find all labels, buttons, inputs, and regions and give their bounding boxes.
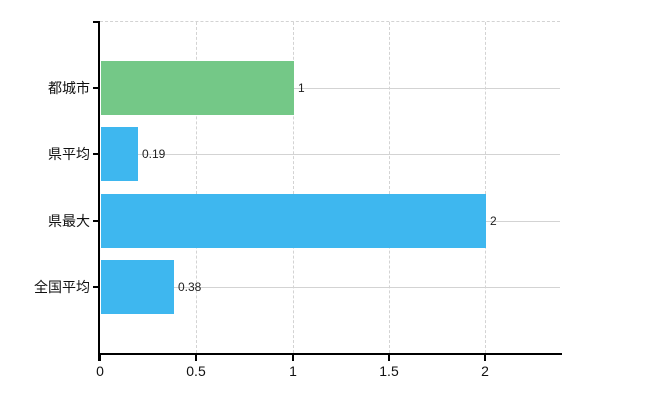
y-axis-top-tick — [93, 21, 100, 23]
x-axis-tick — [99, 355, 101, 361]
horizontal-gridline — [101, 287, 560, 288]
vertical-gridline — [293, 22, 294, 353]
x-tick-label: 1.5 — [379, 363, 399, 379]
x-axis-line — [98, 353, 562, 355]
bar-都城市 — [101, 61, 294, 115]
vertical-gridline — [485, 22, 486, 353]
y-axis-tick — [93, 286, 100, 288]
x-axis-tick — [388, 355, 390, 361]
x-axis-tick — [484, 355, 486, 361]
y-axis-tick — [93, 220, 100, 222]
vertical-gridline — [389, 22, 390, 353]
category-label-全国平均: 全国平均 — [34, 279, 90, 295]
horizontal-gridline — [101, 88, 560, 89]
x-tick-label: 2 — [481, 363, 489, 379]
bar-value-label: 0.19 — [142, 147, 166, 161]
x-tick-label: 1 — [289, 363, 297, 379]
bar-県最大 — [101, 194, 486, 248]
category-label-都城市: 都城市 — [48, 80, 90, 96]
bar-value-label: 1 — [298, 81, 305, 95]
bar-県平均 — [101, 127, 138, 181]
horizontal-gridline — [101, 154, 560, 155]
x-axis-tick — [195, 355, 197, 361]
plot-top-border — [100, 21, 560, 22]
x-axis-tick — [292, 355, 294, 361]
x-tick-label: 0.5 — [186, 363, 206, 379]
x-tick-label: 0 — [96, 363, 104, 379]
y-axis-tick — [93, 153, 100, 155]
category-label-県最大: 県最大 — [48, 213, 90, 229]
vertical-gridline — [196, 22, 197, 353]
category-label-県平均: 県平均 — [48, 146, 90, 162]
bar-value-label: 0.38 — [178, 280, 202, 294]
bar-value-label: 2 — [490, 214, 497, 228]
y-axis-tick — [93, 87, 100, 89]
bar-全国平均 — [101, 260, 174, 314]
y-axis-line — [98, 21, 100, 361]
